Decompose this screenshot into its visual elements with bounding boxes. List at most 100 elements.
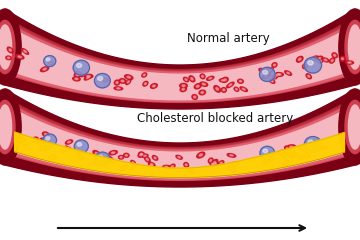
Ellipse shape bbox=[0, 100, 15, 154]
Ellipse shape bbox=[228, 167, 236, 172]
Ellipse shape bbox=[308, 75, 310, 77]
Ellipse shape bbox=[215, 163, 216, 164]
Ellipse shape bbox=[63, 148, 66, 150]
Ellipse shape bbox=[235, 89, 237, 90]
Ellipse shape bbox=[104, 79, 107, 81]
Ellipse shape bbox=[285, 146, 290, 151]
Ellipse shape bbox=[127, 76, 130, 78]
Ellipse shape bbox=[150, 164, 153, 165]
Ellipse shape bbox=[188, 169, 195, 174]
Ellipse shape bbox=[230, 168, 234, 170]
Ellipse shape bbox=[208, 158, 213, 163]
Ellipse shape bbox=[283, 161, 289, 166]
Ellipse shape bbox=[118, 156, 123, 159]
Ellipse shape bbox=[306, 154, 308, 156]
Ellipse shape bbox=[222, 77, 228, 82]
Ellipse shape bbox=[46, 146, 48, 148]
Ellipse shape bbox=[334, 54, 336, 56]
Ellipse shape bbox=[138, 152, 144, 157]
Ellipse shape bbox=[285, 162, 287, 165]
Ellipse shape bbox=[152, 156, 158, 160]
Ellipse shape bbox=[18, 56, 21, 58]
Ellipse shape bbox=[278, 74, 280, 75]
Ellipse shape bbox=[116, 82, 118, 84]
Ellipse shape bbox=[281, 151, 284, 153]
Ellipse shape bbox=[310, 56, 318, 60]
Ellipse shape bbox=[74, 72, 81, 77]
Ellipse shape bbox=[165, 166, 168, 168]
Ellipse shape bbox=[139, 152, 145, 156]
Ellipse shape bbox=[230, 155, 233, 156]
Ellipse shape bbox=[330, 58, 335, 63]
Ellipse shape bbox=[63, 147, 71, 151]
Ellipse shape bbox=[75, 72, 83, 77]
Ellipse shape bbox=[46, 137, 50, 140]
Ellipse shape bbox=[46, 58, 50, 61]
Ellipse shape bbox=[123, 153, 129, 157]
Ellipse shape bbox=[143, 74, 145, 76]
Ellipse shape bbox=[143, 81, 148, 86]
Ellipse shape bbox=[302, 64, 307, 69]
Polygon shape bbox=[5, 20, 355, 102]
Ellipse shape bbox=[76, 74, 79, 76]
Polygon shape bbox=[5, 89, 355, 187]
Ellipse shape bbox=[131, 160, 135, 164]
Ellipse shape bbox=[287, 145, 296, 149]
Ellipse shape bbox=[263, 159, 271, 164]
Ellipse shape bbox=[36, 139, 45, 144]
Ellipse shape bbox=[14, 141, 20, 146]
Ellipse shape bbox=[171, 166, 174, 168]
Ellipse shape bbox=[125, 75, 133, 80]
Ellipse shape bbox=[292, 153, 295, 155]
Ellipse shape bbox=[278, 74, 281, 75]
Ellipse shape bbox=[180, 84, 187, 88]
Ellipse shape bbox=[296, 56, 303, 62]
Ellipse shape bbox=[202, 75, 204, 77]
Ellipse shape bbox=[26, 144, 29, 145]
Ellipse shape bbox=[61, 146, 67, 152]
Ellipse shape bbox=[44, 137, 51, 141]
Ellipse shape bbox=[276, 74, 278, 76]
Ellipse shape bbox=[46, 138, 49, 140]
Ellipse shape bbox=[132, 166, 135, 168]
Ellipse shape bbox=[185, 164, 187, 166]
Ellipse shape bbox=[304, 57, 321, 73]
Ellipse shape bbox=[94, 73, 110, 88]
Ellipse shape bbox=[41, 148, 44, 150]
Ellipse shape bbox=[345, 20, 360, 74]
Ellipse shape bbox=[41, 138, 49, 143]
Ellipse shape bbox=[146, 158, 148, 161]
Ellipse shape bbox=[178, 156, 180, 158]
Ellipse shape bbox=[261, 70, 264, 71]
Ellipse shape bbox=[322, 146, 328, 149]
Ellipse shape bbox=[218, 161, 224, 165]
Ellipse shape bbox=[34, 138, 36, 140]
Ellipse shape bbox=[202, 83, 206, 85]
Ellipse shape bbox=[142, 154, 148, 157]
Ellipse shape bbox=[75, 78, 78, 80]
Ellipse shape bbox=[73, 60, 90, 75]
Ellipse shape bbox=[0, 25, 12, 69]
Ellipse shape bbox=[103, 160, 105, 162]
Ellipse shape bbox=[211, 159, 218, 167]
Ellipse shape bbox=[274, 64, 275, 66]
Ellipse shape bbox=[24, 50, 27, 53]
Ellipse shape bbox=[271, 80, 273, 82]
Ellipse shape bbox=[144, 83, 147, 85]
Ellipse shape bbox=[51, 156, 54, 158]
Ellipse shape bbox=[211, 163, 213, 165]
Ellipse shape bbox=[98, 155, 103, 159]
Ellipse shape bbox=[20, 139, 23, 142]
Ellipse shape bbox=[300, 146, 307, 151]
Ellipse shape bbox=[297, 155, 304, 159]
Ellipse shape bbox=[288, 153, 294, 158]
Ellipse shape bbox=[40, 67, 49, 72]
Ellipse shape bbox=[239, 80, 242, 82]
Ellipse shape bbox=[77, 154, 83, 160]
Ellipse shape bbox=[22, 48, 29, 54]
Ellipse shape bbox=[266, 68, 274, 73]
Ellipse shape bbox=[190, 170, 193, 172]
Ellipse shape bbox=[148, 164, 154, 167]
Ellipse shape bbox=[289, 154, 292, 156]
Ellipse shape bbox=[125, 155, 127, 156]
